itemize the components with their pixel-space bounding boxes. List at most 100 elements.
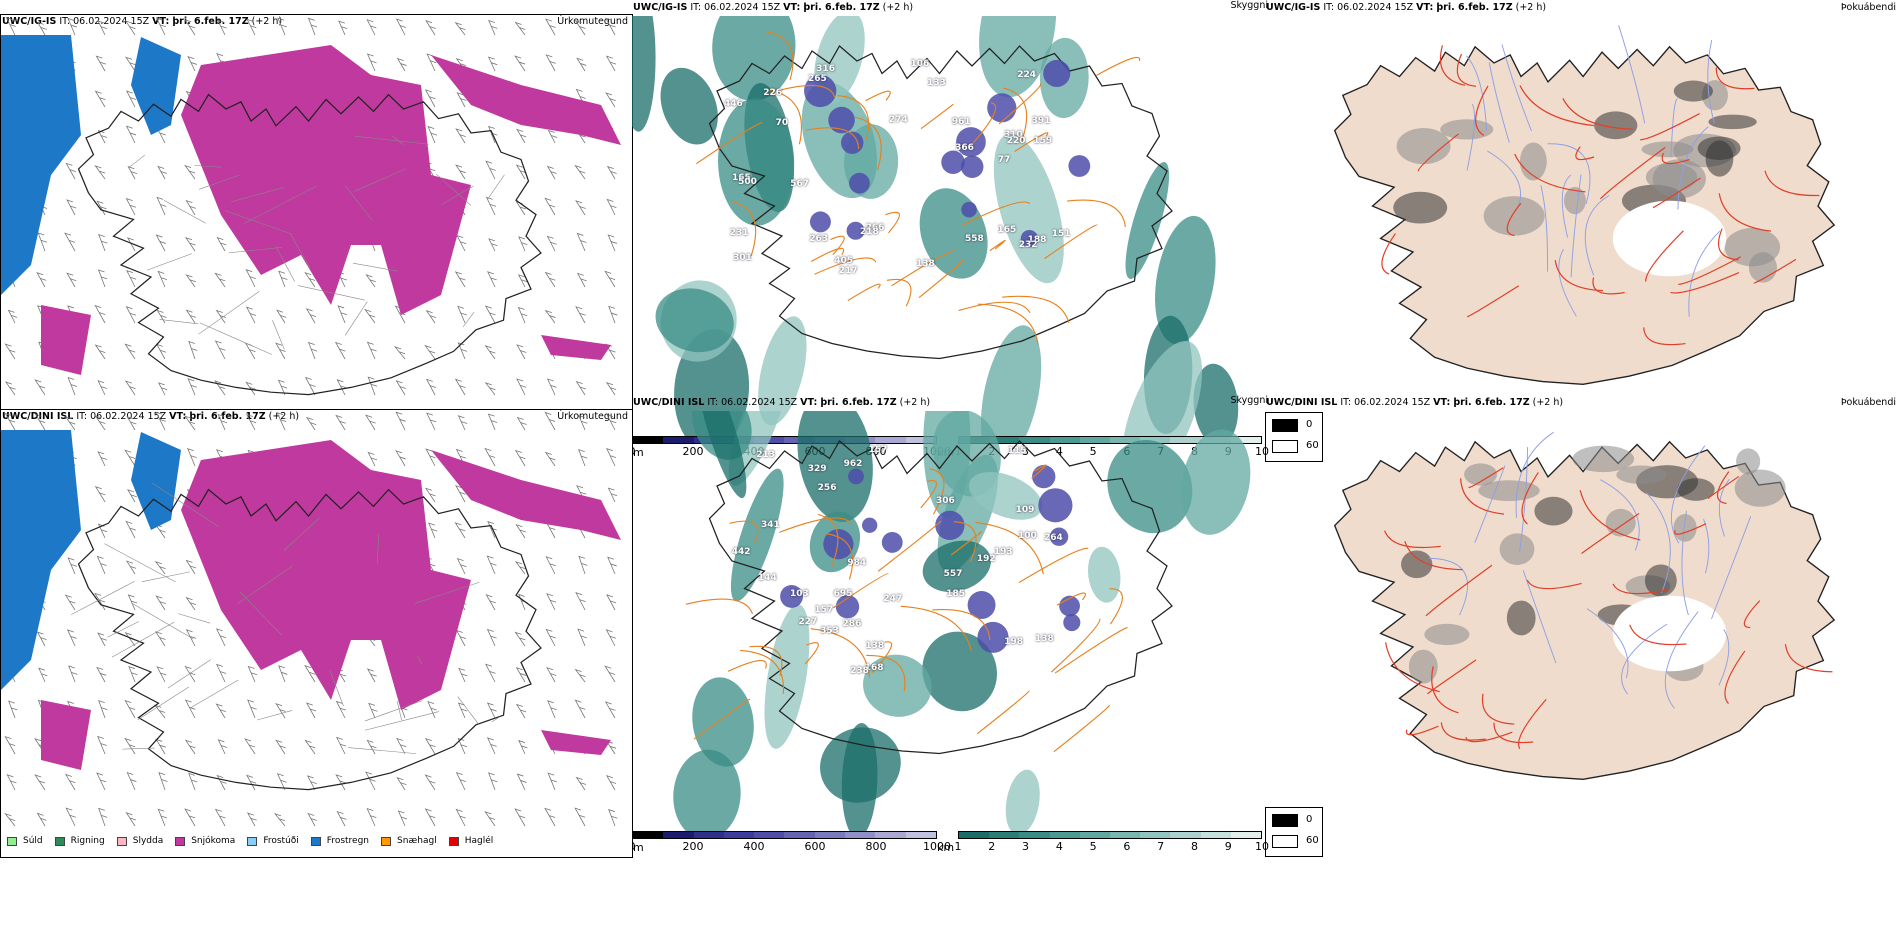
- coastline: [1333, 431, 1836, 780]
- visibility-band: [660, 67, 718, 145]
- precip-panel: UWC/DINI ISL IT: 06.02.2024 15Z VT: þri.…: [0, 395, 635, 865]
- low-ceiling-patch: [961, 201, 977, 218]
- colorbar-tick: 200: [682, 445, 704, 458]
- ceiling-height-label: 238: [850, 666, 869, 677]
- low-ceiling-patch: [835, 594, 860, 619]
- ceiling-height-label: 310: [1003, 130, 1023, 141]
- fog-patch: [1594, 111, 1638, 140]
- init-time: 06.02.2024 15Z: [1354, 397, 1431, 408]
- ceiling-height-label: 217: [838, 265, 858, 276]
- legend-label: Snjókoma: [191, 836, 236, 846]
- fog-patch: [1396, 128, 1451, 165]
- fog-patch: [1408, 649, 1438, 684]
- colorbar-step: [633, 832, 664, 838]
- visibility-band: [1155, 215, 1216, 345]
- colorbar-step: [875, 437, 906, 443]
- road-network: [695, 30, 1141, 345]
- legend-item: Snjókoma: [175, 836, 235, 846]
- fog-patch: [1499, 533, 1535, 565]
- visibility-band: [979, 16, 1057, 98]
- ceiling-height-label: 263: [809, 233, 829, 244]
- visibility-band: [1107, 440, 1193, 534]
- ceiling-height-label: 165: [732, 173, 751, 184]
- fog-patch: [1393, 191, 1448, 224]
- colorbar-step: [1230, 437, 1262, 443]
- low-ceiling-patch: [1038, 488, 1073, 523]
- visibility-unit: km: [937, 841, 955, 854]
- colorbar-tick: 2: [988, 840, 996, 853]
- clear-area: [1612, 200, 1727, 277]
- freezing-rain-area-2: [131, 432, 181, 530]
- fog-patch: [1424, 623, 1470, 646]
- ceiling-height-label: 353: [820, 626, 839, 637]
- colorbar-tick: 3: [1022, 840, 1030, 853]
- vt-label: VT:: [152, 16, 170, 27]
- lead-time: (+2 h): [251, 16, 283, 27]
- model-name: UWC/IG-IS: [1266, 2, 1321, 13]
- visibility-band: [841, 723, 878, 833]
- precip-map: UWC/DINI ISL IT: 06.02.2024 15Z VT: þri.…: [0, 409, 633, 858]
- ceiling-height-label: 198: [1004, 637, 1024, 648]
- ceiling-height-label: 341: [760, 519, 780, 530]
- ceiling-height-label: 192: [976, 553, 996, 564]
- ceiling-height-label: 224: [1017, 69, 1036, 80]
- ceiling-height-label: 266: [865, 222, 885, 233]
- colorbar-tick: 6: [1123, 840, 1131, 853]
- visibility-title: Skyggni: [1230, 395, 1268, 406]
- fog-header: UWC/IG-IS IT: 06.02.2024 15Z VT: þri. 6.…: [1266, 2, 1546, 13]
- low-ceiling-patch: [823, 529, 854, 560]
- clear-area: [1612, 595, 1727, 672]
- freezing-rain-area: [1, 35, 81, 295]
- it-label: IT:: [1323, 2, 1335, 13]
- visibility-panel: UWC/IG-IS IT: 06.02.2024 15Z VT: þri. 6.…: [632, 0, 1272, 470]
- fog-panel: UWC/DINI ISL IT: 06.02.2024 15Z VT: þri.…: [1265, 395, 1900, 865]
- low-ceiling-patch: [941, 150, 965, 174]
- fog-patch: [1705, 140, 1734, 177]
- ceiling-height-label: 77: [997, 155, 1011, 166]
- legend-swatch: [175, 836, 186, 846]
- fog-patch: [1673, 514, 1697, 542]
- valid-time: þri. 6.feb. 17Z: [1453, 397, 1530, 408]
- low-ceiling-patch: [881, 532, 903, 553]
- ceiling-height-label: 329: [807, 464, 827, 475]
- ceiling-height-label: 265: [808, 74, 827, 85]
- colorbar-step: [989, 437, 1020, 443]
- vt-label: VT:: [1416, 2, 1434, 13]
- init-time: 06.02.2024 15Z: [704, 2, 781, 13]
- model-name: UWC/DINI ISL: [2, 411, 74, 422]
- ceiling-height-label: 961: [951, 116, 971, 127]
- fog-patch: [1644, 564, 1677, 597]
- low-ceiling-patch: [848, 468, 864, 485]
- ceiling-height-label: 366: [955, 142, 974, 153]
- road-network: [685, 464, 1128, 753]
- colorbar-tick: 4: [1055, 840, 1063, 853]
- ceiling-height-label: 70: [775, 118, 789, 129]
- low-ceiling-patch: [1020, 229, 1039, 248]
- vt-label: VT:: [783, 2, 801, 13]
- fog-map: [1265, 411, 1900, 811]
- valid-time: þri. 6.feb. 17Z: [172, 16, 249, 27]
- legend-swatch: [247, 836, 258, 846]
- low-ceiling-patch: [804, 74, 837, 108]
- ceiling-height-label: 446: [723, 98, 743, 109]
- ceiling-height-label: 984: [847, 557, 867, 568]
- ceiling-height-label: 301: [733, 252, 752, 263]
- legend-label: Haglél: [464, 836, 494, 846]
- ceiling-height-label: 405: [834, 256, 854, 267]
- ceiling-height-label: 193: [993, 546, 1013, 557]
- ceiling-height-label: 188: [1027, 234, 1047, 245]
- colorbar-tick: 0: [632, 445, 636, 458]
- legend-item: Haglél: [448, 836, 494, 846]
- ceiling-height-label: 226: [763, 87, 782, 98]
- colorbar-step: [1140, 832, 1171, 838]
- legend-swatch: [448, 836, 459, 846]
- colorbar-tick: 200: [682, 840, 704, 853]
- visibility-band: [922, 631, 997, 712]
- fog-patch: [1572, 445, 1635, 473]
- ceiling-height-label: 115: [1007, 445, 1027, 456]
- colorbar-tick: 0: [632, 840, 636, 853]
- visibility-band: [923, 411, 971, 518]
- visibility-panel: UWC/DINI ISL IT: 06.02.2024 15Z VT: þri.…: [632, 395, 1272, 865]
- ceiling-height-label: 133: [927, 78, 946, 89]
